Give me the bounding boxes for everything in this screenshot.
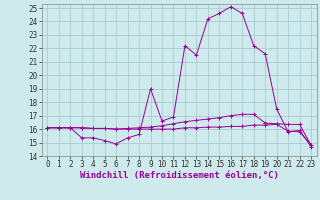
X-axis label: Windchill (Refroidissement éolien,°C): Windchill (Refroidissement éolien,°C) — [80, 171, 279, 180]
